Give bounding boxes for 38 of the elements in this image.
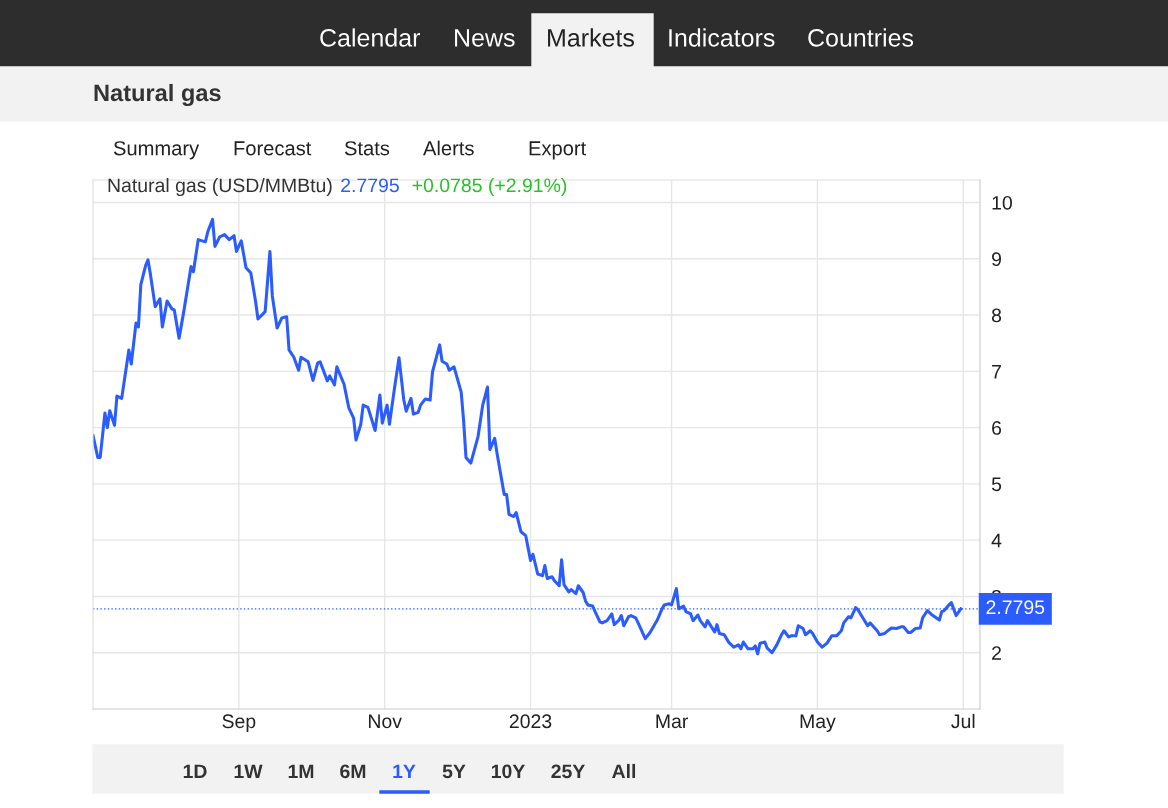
y-tick-label: 4 [991, 533, 1002, 548]
text: All [612, 763, 636, 779]
y-tick-label: 7 [992, 365, 1001, 379]
y-tick-label: 6 [992, 421, 1002, 435]
text: 25Y [551, 764, 585, 779]
chart-title: Natural gas [94, 83, 221, 107]
text: 1Y [393, 764, 416, 779]
x-tick-label: Nov [368, 714, 402, 729]
text: 1W [234, 764, 263, 779]
ref-line-label: 2.7795 [986, 600, 1045, 615]
x-tick-label: Sep [222, 714, 256, 732]
text: Alerts [423, 140, 474, 156]
x-tick-label: 2023 [509, 714, 552, 729]
text: 1D [183, 764, 207, 779]
text: 6M [340, 764, 366, 779]
annotation: +0.0785 (+2.91%) [412, 177, 567, 197]
text: Export [529, 141, 587, 160]
text: Summary [113, 141, 200, 160]
y-tick-label: 2 [992, 646, 1001, 660]
y-tick-label: 5 [991, 477, 1002, 492]
text: Calendar [320, 28, 421, 47]
text: News [455, 29, 515, 47]
chart-subtitle: Natural gas (USD/MMBtu) [108, 177, 332, 197]
y-tick-label: 9 [992, 252, 1001, 267]
y-tick-label: 8 [991, 308, 1002, 323]
text: Indicators [669, 28, 775, 47]
x-tick-label: Mar [656, 714, 688, 729]
annotation: 2.7795 [341, 178, 399, 193]
text: 5Y [442, 764, 466, 779]
text: Countries [808, 28, 914, 47]
y-tick-label: 10 [992, 195, 1012, 210]
text: Markets [548, 28, 634, 47]
text: Stats [344, 141, 390, 156]
text: 10Y [491, 764, 525, 779]
x-tick-label: Jul [951, 713, 975, 729]
x-tick-label: May [800, 714, 836, 732]
text: 1M [288, 764, 314, 779]
text: Forecast [234, 141, 312, 156]
